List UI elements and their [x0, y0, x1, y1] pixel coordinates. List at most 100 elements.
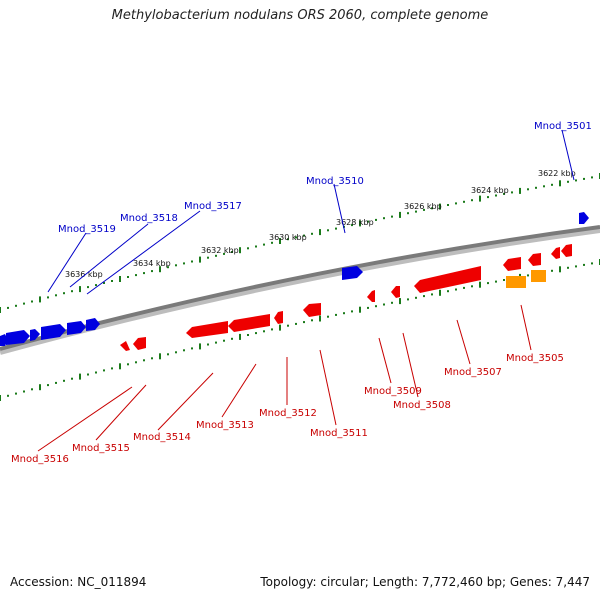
major-tick — [559, 180, 561, 187]
major-tick — [119, 276, 121, 282]
gene-label[interactable]: Mnod_3519 — [58, 224, 116, 235]
rna-gene[interactable] — [531, 270, 546, 282]
gene-label[interactable]: Mnod_3517 — [184, 201, 242, 212]
reverse-gene-arrow[interactable] — [561, 244, 572, 257]
scale-label: 3626 kbp — [404, 202, 442, 211]
forward-gene-arrow[interactable] — [86, 318, 100, 331]
minor-tick — [287, 324, 289, 327]
reverse-gene-arrow[interactable] — [391, 286, 400, 298]
reverse-gene-arrow[interactable] — [528, 253, 541, 266]
reverse-gene-arrow[interactable] — [133, 337, 146, 350]
minor-tick — [415, 210, 417, 213]
reverse-gene-arrow[interactable] — [503, 257, 521, 271]
major-tick — [279, 238, 281, 244]
minor-tick — [71, 377, 73, 380]
forward-gene-arrow[interactable] — [41, 324, 66, 340]
major-tick — [399, 298, 401, 305]
reverse-gene-arrow[interactable] — [120, 341, 130, 351]
minor-tick — [55, 294, 57, 297]
minor-tick — [567, 266, 569, 269]
minor-tick — [375, 218, 377, 221]
major-tick — [439, 289, 441, 296]
minor-tick — [575, 179, 577, 182]
forward-gene-labels: Mnod_3501 Mnod_3510 Mnod_3517 Mnod_3518 … — [58, 121, 592, 235]
minor-tick — [351, 310, 353, 313]
reverse-gene-arrow[interactable] — [228, 314, 270, 332]
gene-label[interactable]: Mnod_3514 — [133, 432, 191, 443]
minor-tick — [391, 215, 393, 218]
minor-tick — [175, 351, 177, 354]
major-tick — [39, 384, 41, 391]
forward-gene-arrow[interactable] — [6, 330, 30, 345]
gene-label[interactable]: Mnod_3516 — [11, 454, 69, 465]
major-tick — [0, 307, 1, 313]
gene-label[interactable]: Mnod_3508 — [393, 400, 451, 411]
minor-tick — [207, 343, 209, 346]
gene-label[interactable]: Mnod_3510 — [306, 176, 364, 187]
minor-tick — [71, 290, 73, 293]
minor-tick — [383, 303, 385, 306]
reverse-strand-genes — [120, 244, 572, 351]
reverse-label-lines — [37, 304, 532, 452]
minor-tick — [551, 183, 553, 186]
minor-tick — [535, 186, 537, 189]
forward-gene-arrow[interactable] — [579, 212, 589, 224]
outer-scale-ticks — [0, 173, 600, 313]
major-tick — [399, 211, 401, 218]
minor-tick — [367, 220, 369, 223]
minor-tick — [327, 315, 329, 318]
minor-tick — [31, 300, 33, 303]
major-tick — [119, 363, 121, 370]
minor-tick — [151, 357, 153, 360]
minor-tick — [351, 224, 353, 227]
reverse-gene-arrow[interactable] — [303, 303, 321, 317]
gene-label[interactable]: Mnod_3511 — [310, 428, 368, 439]
gene-label[interactable]: Mnod_3507 — [444, 367, 502, 378]
major-tick — [39, 296, 41, 303]
minor-tick — [471, 285, 473, 288]
minor-tick — [303, 321, 305, 324]
gene-label[interactable]: Mnod_3515 — [72, 443, 130, 454]
reverse-gene-arrow[interactable] — [367, 290, 375, 302]
minor-tick — [255, 332, 257, 335]
forward-gene-arrow[interactable] — [67, 321, 86, 335]
gene-label[interactable]: Mnod_3513 — [196, 420, 254, 431]
scale-label: 3632 kbp — [201, 246, 239, 255]
forward-gene-arrow[interactable] — [342, 266, 363, 280]
gene-label[interactable]: Mnod_3501 — [534, 121, 592, 132]
major-tick — [519, 187, 521, 194]
minor-tick — [455, 202, 457, 205]
minor-tick — [271, 241, 273, 244]
major-tick — [159, 353, 161, 360]
rna-gene[interactable] — [506, 276, 526, 288]
minor-tick — [391, 301, 393, 304]
minor-tick — [415, 296, 417, 299]
major-tick — [199, 256, 201, 263]
minor-tick — [495, 280, 497, 283]
reverse-gene-arrow[interactable] — [186, 321, 228, 338]
minor-tick — [223, 252, 225, 255]
minor-tick — [47, 296, 49, 299]
minor-tick — [135, 274, 137, 277]
reverse-gene-arrow[interactable] — [414, 266, 481, 293]
minor-tick — [487, 282, 489, 285]
minor-tick — [95, 284, 97, 287]
minor-tick — [503, 192, 505, 195]
major-tick — [159, 266, 161, 273]
reverse-gene-arrow[interactable] — [551, 247, 560, 259]
scale-label: 3634 kbp — [133, 259, 171, 268]
minor-tick — [407, 212, 409, 215]
minor-tick — [247, 334, 249, 336]
gene-label[interactable]: Mnod_3505 — [506, 353, 564, 364]
topology-summary: Topology: circular; Length: 7,772,460 bp… — [260, 575, 590, 589]
map-title: Methylobacterium nodulans ORS 2060, comp… — [111, 8, 489, 23]
reverse-gene-arrow[interactable] — [274, 311, 283, 324]
minor-tick — [103, 282, 105, 284]
forward-gene-arrow[interactable] — [30, 329, 40, 341]
gene-label[interactable]: Mnod_3509 — [364, 386, 422, 397]
minor-tick — [231, 251, 233, 253]
gene-label[interactable]: Mnod_3512 — [259, 408, 317, 419]
minor-tick — [135, 361, 137, 364]
gene-label[interactable]: Mnod_3518 — [120, 213, 178, 224]
minor-tick — [471, 199, 473, 202]
